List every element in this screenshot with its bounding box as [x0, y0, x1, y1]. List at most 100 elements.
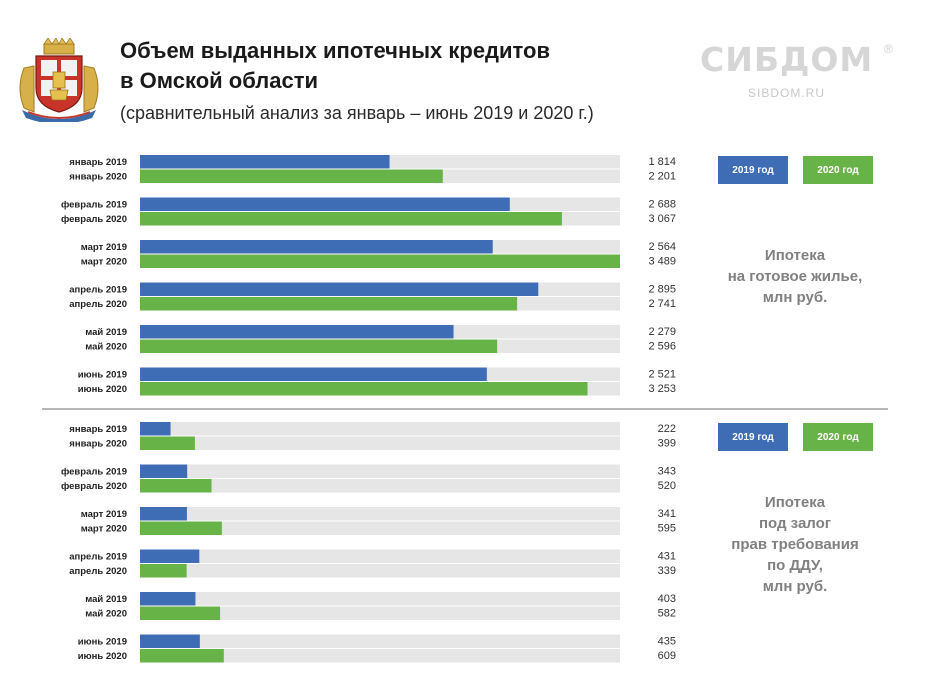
bar-track: [140, 521, 620, 535]
bar-2019: [140, 549, 200, 563]
bar-track: [140, 436, 620, 450]
bar-2019: [140, 464, 188, 478]
category-label: июнь 2020: [78, 651, 127, 662]
bar-track: [140, 479, 620, 493]
data-label: 2 521: [648, 369, 676, 381]
chart-title-line-2: в Омской области: [120, 68, 318, 93]
panel-title-line: по ДДУ,: [767, 557, 823, 574]
category-label: январь 2019: [69, 424, 127, 435]
bar-2019: [140, 325, 454, 339]
panel-title-line: Ипотека: [764, 247, 826, 264]
bar-track: [140, 634, 620, 648]
data-label: 339: [658, 565, 676, 577]
omsk-region-coat-of-arms-logo: [19, 38, 99, 122]
data-label: 595: [658, 523, 676, 535]
category-label: февраль 2019: [61, 467, 127, 478]
category-label: май 2020: [85, 609, 127, 620]
bar-2020: [140, 382, 588, 396]
data-label: 2 688: [648, 199, 676, 211]
category-label: май 2020: [85, 342, 127, 353]
bar-track: [140, 507, 620, 521]
panel-title-line: млн руб.: [762, 289, 828, 306]
data-label: 3 067: [648, 213, 676, 225]
sibdom-brand-logo: СИБДОМ ® SIBDOM.RU: [700, 40, 900, 100]
data-label: 2 895: [648, 284, 676, 296]
chart-title-line-1: Объем выданных ипотечных кредитов: [120, 38, 550, 63]
bar-2019: [140, 634, 200, 648]
category-label: июнь 2020: [78, 384, 127, 395]
bar-2019: [140, 282, 539, 296]
data-label: 3 489: [648, 256, 676, 268]
bar-track: [140, 464, 620, 478]
bar-2020: [140, 212, 562, 226]
chart-subtitle: (сравнительный анализ за январь – июнь 2…: [120, 103, 594, 123]
brand-url: SIBDOM.RU: [748, 86, 826, 100]
category-label: февраль 2019: [61, 200, 127, 211]
panel-title-line: на готовое жилье,: [727, 268, 863, 285]
category-label: апрель 2019: [69, 285, 127, 296]
category-label: февраль 2020: [61, 481, 127, 492]
data-label: 431: [658, 551, 676, 563]
data-label: 222: [658, 423, 676, 435]
data-label: 341: [658, 508, 676, 520]
category-label: июнь 2019: [78, 370, 127, 381]
category-label: январь 2020: [69, 439, 127, 450]
data-label: 2 596: [648, 341, 676, 353]
data-label: 2 201: [648, 171, 676, 183]
bar-2020: [140, 339, 498, 353]
category-label: февраль 2020: [61, 214, 127, 225]
bar-track: [140, 564, 620, 578]
bar-2020: [140, 521, 222, 535]
bar-2020: [140, 436, 195, 450]
data-label: 403: [658, 593, 676, 605]
bar-2019: [140, 367, 487, 381]
category-label: июнь 2019: [78, 637, 127, 648]
data-label: 582: [658, 608, 676, 620]
category-label: март 2020: [81, 257, 127, 268]
data-label: 399: [658, 438, 676, 450]
bar-track: [140, 592, 620, 606]
data-label: 3 253: [648, 383, 676, 395]
category-label: апрель 2020: [69, 566, 127, 577]
bar-2019: [140, 155, 390, 169]
bar-2020: [140, 564, 187, 578]
data-label: 1 814: [648, 156, 676, 168]
bar-2019: [140, 197, 510, 211]
category-label: апрель 2019: [69, 552, 127, 563]
data-label: 2 279: [648, 326, 676, 338]
bar-2020: [140, 169, 443, 183]
data-label: 435: [658, 636, 676, 648]
legend-2019-bottom: 2019 год: [718, 423, 788, 451]
data-label: 343: [658, 466, 676, 478]
bar-2019: [140, 422, 171, 436]
category-label: май 2019: [85, 594, 127, 605]
brand-name: СИБДОМ: [700, 40, 874, 79]
bar-2019: [140, 240, 493, 254]
category-label: январь 2020: [69, 172, 127, 183]
legend-2020-bottom: 2020 год: [803, 423, 873, 451]
legend-2020-top: 2020 год: [803, 156, 873, 184]
panel-title-line: Ипотека: [764, 494, 826, 511]
bar-track: [140, 606, 620, 620]
data-label: 2 564: [648, 241, 676, 253]
panel-title-line: млн руб.: [762, 578, 828, 595]
data-label: 609: [658, 650, 676, 662]
brand-registered-mark: ®: [884, 42, 893, 56]
bar-2020: [140, 606, 221, 620]
bar-track: [140, 422, 620, 436]
category-label: март 2019: [81, 509, 127, 520]
category-label: март 2019: [81, 242, 127, 253]
bar-2020: [140, 297, 518, 311]
panel-title-ready-housing: Ипотека на готовое жилье, млн руб.: [705, 245, 885, 308]
bar-2019: [140, 507, 187, 521]
bar-track: [140, 549, 620, 563]
data-label: 2 741: [648, 298, 676, 310]
legend-2019-top: 2019 год: [718, 156, 788, 184]
bar-2020: [140, 649, 224, 663]
bar-2019: [140, 592, 196, 606]
category-label: март 2020: [81, 524, 127, 535]
bar-2020: [140, 479, 212, 493]
bar-2020: [140, 254, 620, 268]
panel-title-line: под залог: [758, 515, 832, 532]
